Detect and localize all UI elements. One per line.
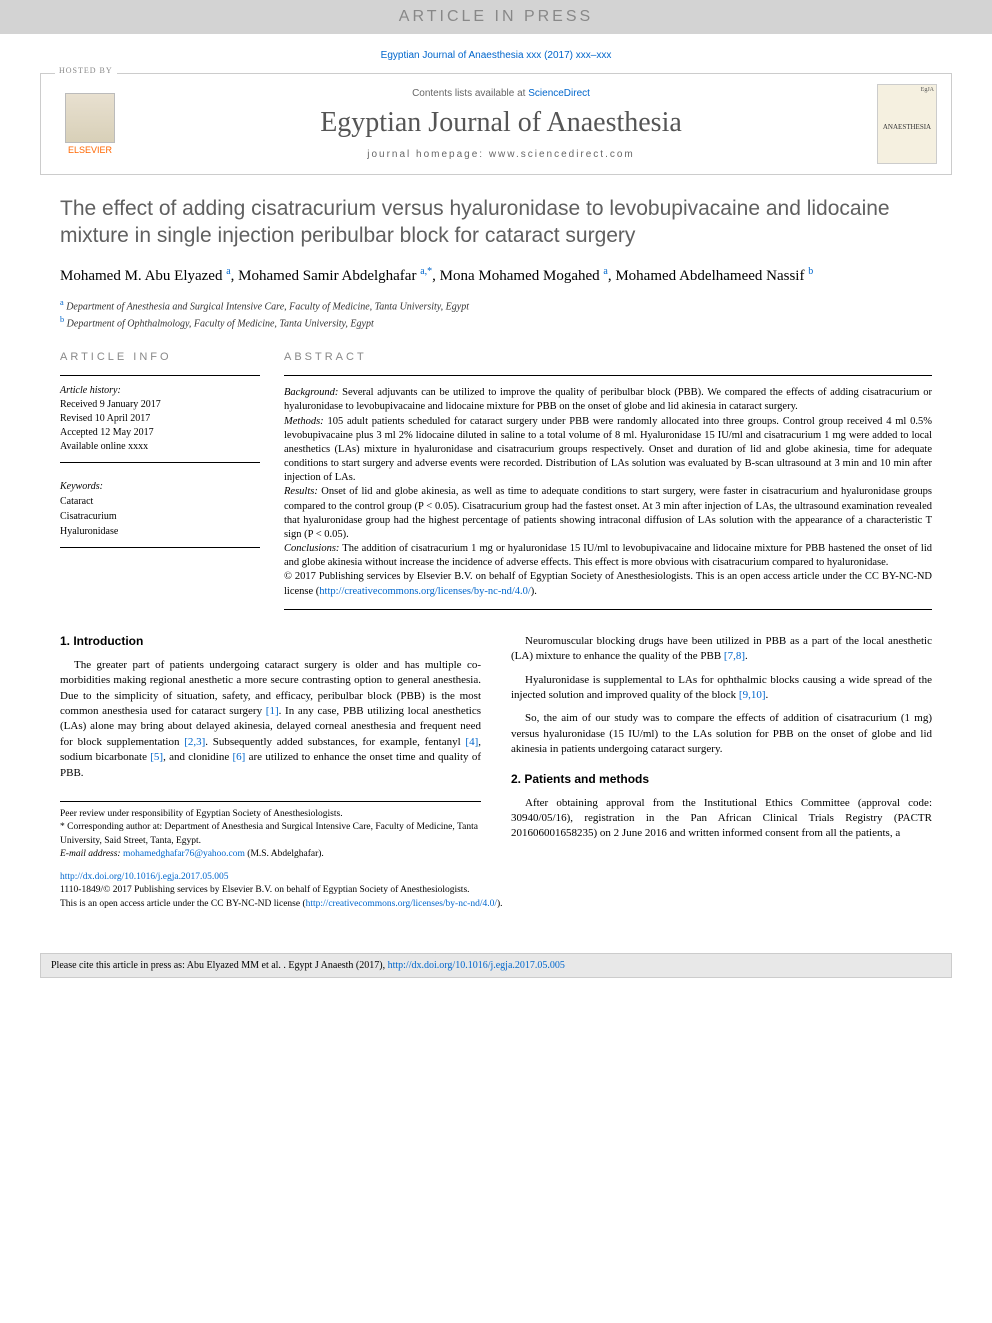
- doi-block: http://dx.doi.org/10.1016/j.egja.2017.05…: [60, 871, 932, 911]
- content-area: The effect of adding cisatracurium versu…: [0, 195, 992, 941]
- background-text: Several adjuvants can be utilized to imp…: [284, 387, 932, 412]
- cite-doi-link[interactable]: http://dx.doi.org/10.1016/j.egja.2017.05…: [388, 960, 565, 971]
- accepted-date: Accepted 12 May 2017: [60, 426, 260, 440]
- article-info-heading: ARTICLE INFO: [60, 351, 260, 363]
- cite-text: Please cite this article in press as: Ab…: [51, 960, 388, 971]
- intro-para-2: Neuromuscular blocking drugs have been u…: [511, 634, 932, 665]
- top-citation: Egyptian Journal of Anaesthesia xxx (201…: [0, 44, 992, 67]
- methods-heading: 2. Patients and methods: [511, 772, 932, 786]
- sciencedirect-link[interactable]: ScienceDirect: [528, 88, 590, 99]
- cite-this-article-box: Please cite this article in press as: Ab…: [40, 953, 952, 978]
- peer-review-note: Peer review under responsibility of Egyp…: [60, 808, 481, 821]
- authors: Mohamed M. Abu Elyazed a, Mohamed Samir …: [60, 266, 932, 285]
- intro-para-1: The greater part of patients undergoing …: [60, 658, 481, 781]
- abstract-heading: ABSTRACT: [284, 351, 932, 363]
- conclusions-label: Conclusions:: [284, 543, 339, 554]
- intro-para-4: So, the aim of our study was to compare …: [511, 711, 932, 757]
- background-label: Background:: [284, 387, 338, 398]
- abstract-col: ABSTRACT Background: Several adjuvants c…: [284, 351, 932, 610]
- homepage-line: journal homepage: www.sciencedirect.com: [125, 149, 877, 160]
- intro-para-3: Hyaluronidase is supplemental to LAs for…: [511, 673, 932, 704]
- article-in-press-banner: ARTICLE IN PRESS: [0, 0, 992, 34]
- license-link-footer[interactable]: http://creativecommons.org/licenses/by-n…: [306, 899, 497, 909]
- keywords-label: Keywords:: [60, 479, 260, 494]
- intro-heading: 1. Introduction: [60, 634, 481, 648]
- license-link[interactable]: http://creativecommons.org/licenses/by-n…: [319, 586, 531, 597]
- journal-name: Egyptian Journal of Anaesthesia: [125, 107, 877, 139]
- revised-date: Revised 10 April 2017: [60, 412, 260, 426]
- contents-text: Contents lists available at: [412, 88, 528, 99]
- methods-text: 105 adult patients scheduled for catarac…: [284, 416, 932, 484]
- article-history: Article history: Received 9 January 2017…: [60, 375, 260, 463]
- doi-link[interactable]: http://dx.doi.org/10.1016/j.egja.2017.05…: [60, 872, 228, 882]
- ref-link[interactable]: [1]: [266, 705, 279, 717]
- keywords-block: Keywords: Cataract Cisatracurium Hyaluro…: [60, 479, 260, 548]
- ref-link[interactable]: [2,3]: [184, 736, 205, 748]
- body-columns: 1. Introduction The greater part of pati…: [60, 634, 932, 861]
- article-title: The effect of adding cisatracurium versu…: [60, 195, 932, 250]
- journal-center: Contents lists available at ScienceDirec…: [125, 88, 877, 160]
- info-abstract-row: ARTICLE INFO Article history: Received 9…: [60, 351, 932, 610]
- available-date: Available online xxxx: [60, 440, 260, 454]
- page: ARTICLE IN PRESS Egyptian Journal of Ana…: [0, 0, 992, 978]
- body-col-left: 1. Introduction The greater part of pati…: [60, 634, 481, 861]
- history-label: Article history:: [60, 384, 260, 398]
- ref-link[interactable]: [5]: [150, 751, 163, 763]
- results-text: Onset of lid and globe akinesia, as well…: [284, 486, 932, 540]
- article-info-col: ARTICLE INFO Article history: Received 9…: [60, 351, 260, 610]
- ref-link[interactable]: [7,8]: [724, 650, 745, 662]
- cover-tag: EgJA: [880, 87, 934, 93]
- conclusions-text: The addition of cisatracurium 1 mg or hy…: [284, 543, 932, 568]
- ref-link[interactable]: [6]: [233, 751, 246, 763]
- ref-link[interactable]: [9,10]: [739, 689, 766, 701]
- journal-cover-thumb: EgJA ANAESTHESIA: [877, 84, 937, 164]
- footnotes: Peer review under responsibility of Egyp…: [60, 801, 481, 861]
- methods-para-1: After obtaining approval from the Instit…: [511, 796, 932, 842]
- keyword: Hyaluronidase: [60, 524, 260, 539]
- keyword: Cataract: [60, 494, 260, 509]
- methods-label: Methods:: [284, 416, 324, 427]
- copyright-end: ).: [531, 586, 537, 597]
- journal-header: HOSTED BY ELSEVIER Contents lists availa…: [40, 73, 952, 175]
- email-line: E-mail address: mohamedghafar76@yahoo.co…: [60, 848, 481, 861]
- elsevier-label: ELSEVIER: [55, 145, 125, 155]
- ref-link[interactable]: [4]: [465, 736, 478, 748]
- corresponding-author: * Corresponding author at: Department of…: [60, 821, 481, 848]
- elsevier-tree-icon: [65, 93, 115, 143]
- affiliations: a Department of Anesthesia and Surgical …: [60, 297, 932, 332]
- license-line: This is an open access article under the…: [60, 898, 932, 911]
- hosted-by-label: HOSTED BY: [55, 66, 117, 75]
- body-col-right: Neuromuscular blocking drugs have been u…: [511, 634, 932, 861]
- elsevier-logo-block: ELSEVIER: [55, 93, 125, 155]
- received-date: Received 9 January 2017: [60, 398, 260, 412]
- abstract-body: Background: Several adjuvants can be uti…: [284, 375, 932, 610]
- issn-copyright: 1110-1849/© 2017 Publishing services by …: [60, 884, 932, 897]
- email-link[interactable]: mohamedghafar76@yahoo.com: [123, 849, 245, 859]
- results-label: Results:: [284, 486, 318, 497]
- contents-line: Contents lists available at ScienceDirec…: [125, 88, 877, 99]
- affiliation-b: Department of Ophthalmology, Faculty of …: [67, 318, 374, 329]
- affiliation-a: Department of Anesthesia and Surgical In…: [66, 301, 469, 312]
- cover-title: ANAESTHESIA: [880, 123, 934, 131]
- keyword: Cisatracurium: [60, 509, 260, 524]
